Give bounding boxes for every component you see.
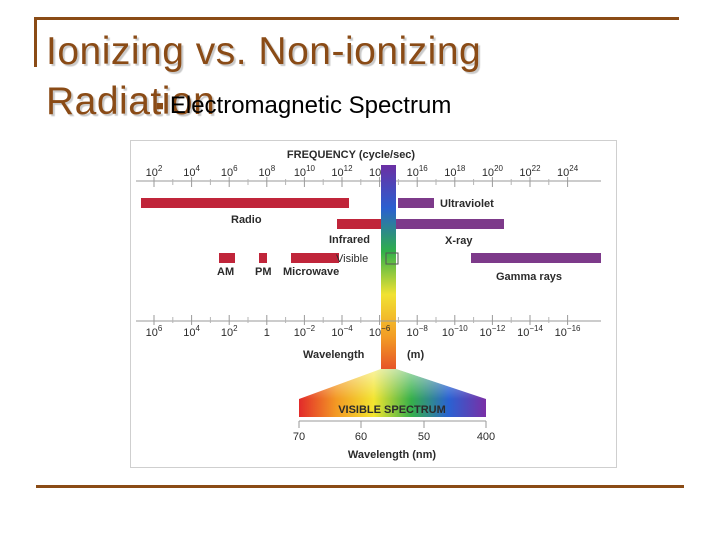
- tick-label: 1024: [557, 164, 579, 179]
- visible-marker-box: [385, 252, 399, 265]
- tick-label: 10−6: [369, 324, 391, 339]
- radio-band: [141, 198, 349, 208]
- tick-label: 106: [221, 164, 238, 179]
- slide-subtitle: ■ Electromagnetic Spectrum: [156, 92, 451, 120]
- tick-label: 10−14: [517, 324, 543, 339]
- visible-tick-label: 60: [355, 431, 367, 443]
- frequency-tick-labels: 1021041061081010101210141016101810201022…: [146, 164, 579, 179]
- em-spectrum-svg: FREQUENCY (cycle/sec) 102 104 106 108 1010 10…: [136, 149, 601, 461]
- subtitle-text: Electromagnetic Spectrum: [169, 92, 452, 119]
- microwave-label: Microwave: [283, 266, 339, 278]
- tick-label: 10−12: [479, 324, 505, 339]
- em-spectrum-diagram: FREQUENCY (cycle/sec) 102 104 106 108 1010 10…: [130, 140, 617, 468]
- wavelength-tick-marks: [153, 315, 569, 325]
- frequency-tick-marks: [153, 177, 569, 187]
- visible-tick-labels: 70 60 50 400: [293, 421, 495, 443]
- tick-label: 104: [183, 324, 200, 339]
- tick-label: 102: [146, 164, 163, 179]
- visible-light-column: [381, 165, 396, 381]
- wavelength-axis-label: Wavelength: [303, 349, 365, 361]
- tick-label: 104: [183, 164, 200, 179]
- infrared-band: [337, 219, 383, 229]
- tick-label: 1012: [331, 164, 353, 179]
- ultraviolet-label: Ultraviolet: [440, 198, 494, 210]
- infrared-label: Infrared: [329, 234, 370, 246]
- tick-label: 1022: [519, 164, 541, 179]
- tick-label: 1020: [482, 164, 504, 179]
- square-bullet-icon: ■: [156, 98, 164, 113]
- tick-label: 10−16: [555, 324, 581, 339]
- tick-label: 102: [221, 324, 238, 339]
- xray-label: X-ray: [445, 235, 473, 247]
- am-label: AM: [217, 266, 234, 278]
- wavelength-unit-label: (m): [407, 349, 424, 361]
- slide-title-line2: Radiation: [46, 80, 216, 123]
- visible-tick-label: 70: [293, 431, 305, 443]
- pm-label: PM: [255, 266, 272, 278]
- am-band: [219, 253, 235, 263]
- frame-left-rule: [34, 17, 37, 67]
- tick-label: 1018: [444, 164, 466, 179]
- visible-label: Visible: [336, 253, 368, 265]
- radio-label: Radio: [231, 214, 262, 226]
- microwave-band: [291, 253, 339, 263]
- pm-band: [259, 253, 267, 263]
- tick-label: 10−8: [407, 324, 429, 339]
- frame-top-rule: [34, 17, 679, 20]
- frequency-axis-title: FREQUENCY (cycle/sec): [287, 149, 416, 161]
- tick-label: 1016: [407, 164, 429, 179]
- spectrum-fan-highlight: [299, 369, 486, 399]
- tick-label: 10−2: [294, 324, 316, 339]
- frame-bottom-rule: [36, 485, 684, 488]
- tick-label: 108: [258, 164, 275, 179]
- xray-band: [394, 219, 504, 229]
- tick-label: 1010: [294, 164, 316, 179]
- gamma-band: [471, 253, 601, 263]
- tick-label: 10−10: [442, 324, 468, 339]
- visible-tick-label: 50: [418, 431, 430, 443]
- slide-title-line1: Ionizing vs. Non-ionizing: [46, 30, 482, 73]
- visible-spectrum-bar: [299, 399, 486, 417]
- tick-label: 1: [264, 327, 270, 339]
- visible-spectrum-title: VISIBLE SPECTRUM: [338, 404, 446, 416]
- visible-tick-label: 400: [477, 431, 495, 443]
- ultraviolet-band: [398, 198, 434, 208]
- wavelength-tick-labels: 106 104 102 1 10−2 10−4 10−6 10−8 10−10 10−12 10−1…: [146, 324, 581, 339]
- tick-label: 10−4: [331, 324, 353, 339]
- visible-axis-label: Wavelength (nm): [348, 449, 437, 461]
- tick-label: 106: [146, 324, 163, 339]
- gamma-label: Gamma rays: [496, 271, 562, 283]
